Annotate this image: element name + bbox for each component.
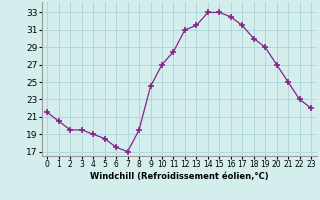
X-axis label: Windchill (Refroidissement éolien,°C): Windchill (Refroidissement éolien,°C) bbox=[90, 172, 268, 181]
